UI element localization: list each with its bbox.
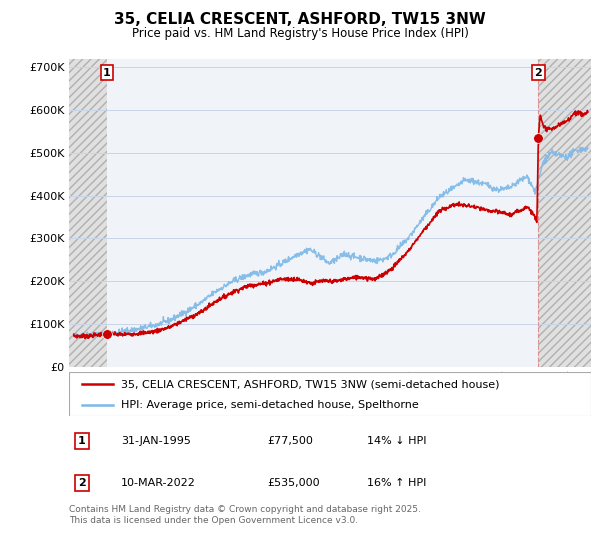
Text: 31-JAN-1995: 31-JAN-1995: [121, 436, 191, 446]
Text: HPI: Average price, semi-detached house, Spelthorne: HPI: Average price, semi-detached house,…: [121, 400, 419, 409]
Text: 1: 1: [103, 68, 111, 78]
Text: 2: 2: [78, 478, 86, 488]
Text: 2: 2: [535, 68, 542, 78]
Bar: [107, 59, 538, 367]
Text: 35, CELIA CRESCENT, ASHFORD, TW15 3NW: 35, CELIA CRESCENT, ASHFORD, TW15 3NW: [114, 12, 486, 27]
Text: 1: 1: [78, 436, 86, 446]
Text: 14% ↓ HPI: 14% ↓ HPI: [367, 436, 426, 446]
Text: £535,000: £535,000: [268, 478, 320, 488]
Text: 16% ↑ HPI: 16% ↑ HPI: [367, 478, 426, 488]
Text: 35, CELIA CRESCENT, ASHFORD, TW15 3NW (semi-detached house): 35, CELIA CRESCENT, ASHFORD, TW15 3NW (s…: [121, 379, 500, 389]
Bar: [538, 59, 591, 367]
Bar: [69, 59, 107, 367]
Text: Price paid vs. HM Land Registry's House Price Index (HPI): Price paid vs. HM Land Registry's House …: [131, 27, 469, 40]
Text: 10-MAR-2022: 10-MAR-2022: [121, 478, 196, 488]
Text: Contains HM Land Registry data © Crown copyright and database right 2025.
This d: Contains HM Land Registry data © Crown c…: [69, 505, 421, 525]
FancyBboxPatch shape: [69, 372, 591, 416]
Text: £77,500: £77,500: [268, 436, 313, 446]
